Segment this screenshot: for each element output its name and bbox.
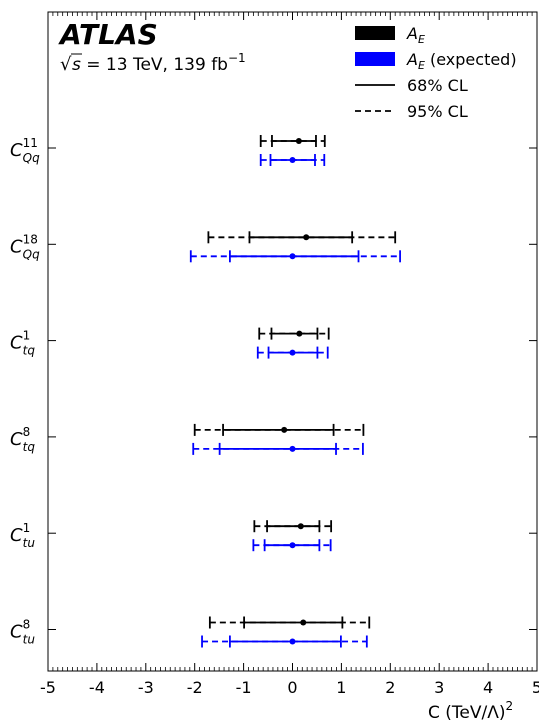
- subtitle-root: s: [72, 55, 81, 75]
- legend-label-main: 95% CL: [407, 102, 468, 121]
- best-fit-point: [295, 138, 302, 144]
- best-fit-point: [303, 234, 310, 241]
- category-label-base: C: [10, 333, 23, 354]
- category-label-base: C: [10, 622, 23, 643]
- best-fit-point: [289, 349, 296, 356]
- category-label-sub: tu: [23, 633, 36, 647]
- category-label-sup: 11: [23, 136, 38, 150]
- legend-swatch: [355, 26, 395, 40]
- category-row: [256, 327, 330, 359]
- best-fit-point: [289, 253, 296, 260]
- x-tick-label: -1: [236, 678, 252, 697]
- observed-errorbar: [207, 231, 397, 244]
- category-row: [201, 616, 371, 648]
- category-label-sub: tq: [23, 344, 36, 358]
- category-label-sup: 8: [23, 425, 31, 439]
- major-ticks: -5 -4 -3 -2 -1 0 1 2 3 4 5: [40, 12, 539, 697]
- expected-errorbar: [201, 635, 368, 648]
- category-label: C11 Qq: [10, 136, 40, 165]
- best-fit-point: [296, 330, 303, 337]
- legend-label-main: A: [406, 24, 418, 43]
- x-tick-label: 1: [336, 678, 346, 697]
- x-axis-label-sup: 2: [505, 699, 513, 713]
- legend-item: 95% CL: [355, 102, 468, 121]
- legend-label-suffix: (expected): [425, 50, 517, 69]
- best-fit-point: [289, 542, 296, 549]
- category-label-sub: tq: [23, 440, 36, 454]
- category-label: C8 tq: [10, 425, 35, 454]
- best-fit-point: [289, 445, 296, 452]
- subtitle-sup: −1: [228, 51, 246, 65]
- category-label: C8 tu: [10, 618, 35, 647]
- observed-errorbar: [193, 423, 365, 436]
- subtitle-rest: = 13 TeV, 139 fb: [81, 55, 228, 75]
- legend-swatch: [355, 52, 395, 66]
- legend-item: 68% CL: [355, 76, 468, 95]
- error-bars: [189, 135, 401, 648]
- x-tick-label: 4: [483, 678, 493, 697]
- legend-label-main: 68% CL: [407, 76, 468, 95]
- sqrt-symbol: √: [60, 54, 72, 75]
- x-tick-label: 3: [434, 678, 444, 697]
- best-fit-point: [289, 157, 296, 163]
- x-tick-label: -3: [138, 678, 154, 697]
- category-label: C1 tq: [10, 329, 35, 358]
- category-label-sub: Qq: [23, 151, 40, 165]
- best-fit-point: [297, 523, 304, 530]
- category-row: [259, 135, 326, 166]
- x-axis-label: C (TeV/Λ)2: [428, 699, 513, 723]
- expected-errorbar: [252, 539, 332, 552]
- category-label-sub: Qq: [23, 247, 40, 261]
- legend-label-main: A: [406, 50, 418, 69]
- observed-errorbar: [208, 616, 371, 629]
- category-row: [252, 520, 333, 552]
- legend-item: AE (expected): [355, 50, 517, 72]
- x-tick-label: -5: [40, 678, 56, 697]
- category-label-sup: 1: [23, 329, 31, 343]
- legend-label: 68% CL: [407, 76, 468, 95]
- legend-label-sub: E: [418, 59, 425, 72]
- x-tick-label: 0: [287, 678, 297, 697]
- x-tick-label: 5: [532, 678, 539, 697]
- category-label-base: C: [10, 525, 23, 546]
- best-fit-point: [289, 638, 296, 645]
- category-label-sup: 1: [23, 521, 31, 535]
- legend-label: AE: [406, 24, 425, 46]
- category-row: [189, 231, 401, 263]
- expected-errorbar: [256, 346, 329, 359]
- category-label: C1 tu: [10, 521, 35, 550]
- expected-errorbar: [259, 154, 326, 166]
- category-label-sup: 8: [23, 618, 31, 632]
- category-label-sup: 18: [23, 232, 38, 246]
- observed-errorbar: [253, 520, 333, 533]
- best-fit-point: [300, 619, 307, 626]
- category-label-base: C: [10, 140, 23, 161]
- expected-errorbar: [189, 250, 401, 263]
- legend-label: 95% CL: [407, 102, 468, 121]
- subtitle-text: s = 13 TeV, 139 fb−1: [72, 51, 246, 75]
- best-fit-point: [281, 426, 288, 433]
- chart-subtitle: √ s = 13 TeV, 139 fb−1: [60, 51, 246, 75]
- expected-errorbar: [192, 442, 364, 455]
- x-tick-label: -2: [187, 678, 203, 697]
- chart-title: ATLAS: [58, 18, 158, 51]
- x-tick-label: 2: [385, 678, 395, 697]
- category-label: C18 Qq: [10, 232, 40, 261]
- observed-errorbar: [259, 135, 326, 147]
- observed-errorbar: [258, 327, 330, 340]
- category-label-base: C: [10, 236, 23, 257]
- minor-ticks: [52, 12, 533, 671]
- category-label-base: C: [10, 429, 23, 450]
- x-tick-label: -4: [89, 678, 105, 697]
- category-label-sub: tu: [23, 536, 36, 550]
- legend-item: AE: [355, 24, 425, 46]
- legend-label: AE (expected): [406, 50, 517, 72]
- x-axis-label-main: C (TeV/Λ): [428, 703, 505, 723]
- category-row: [192, 423, 365, 455]
- legend-label-sub: E: [418, 33, 425, 46]
